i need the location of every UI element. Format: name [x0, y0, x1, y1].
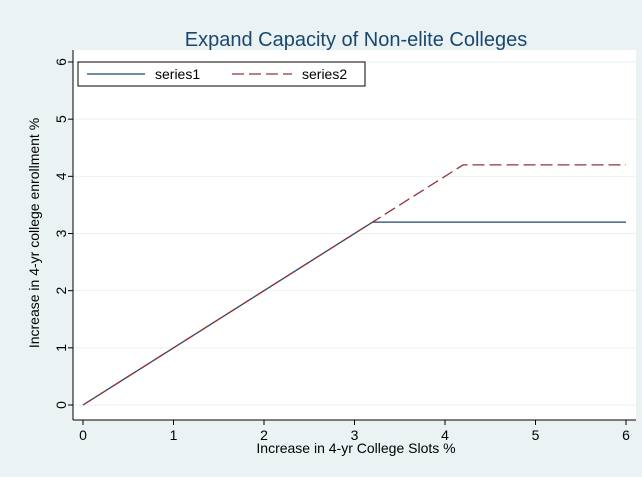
- y-tick-label: 4: [53, 172, 69, 180]
- y-tick-label: 6: [53, 58, 69, 66]
- x-tick-label: 2: [260, 427, 268, 443]
- legend: series1 series2: [77, 61, 366, 87]
- chart-title: Expand Capacity of Non-elite Colleges: [185, 29, 527, 51]
- legend-label: series1: [155, 66, 200, 82]
- y-tick-label: 5: [53, 115, 69, 123]
- x-tick-label: 0: [79, 427, 87, 443]
- y-axis-label: Increase in 4-yr college enrollment %: [26, 118, 42, 348]
- legend-label: series2: [302, 66, 347, 82]
- y-tick-label: 2: [53, 287, 69, 295]
- x-tick-label: 6: [622, 427, 630, 443]
- y-tick-label: 3: [53, 229, 69, 237]
- y-tick-label: 1: [53, 344, 69, 352]
- y-tick-label: 0: [53, 401, 69, 409]
- x-tick-label: 5: [532, 427, 540, 443]
- x-tick-label: 1: [170, 427, 178, 443]
- x-tick-label: 4: [441, 427, 449, 443]
- plot-area: [73, 50, 636, 420]
- series-layer: [82, 164, 626, 406]
- axes: 0 1 2 3 4 5 6 0 1 2 3 4 5 6: [53, 50, 636, 443]
- x-tick-label: 3: [351, 427, 359, 443]
- series-line-series2: [82, 164, 626, 406]
- x-axis-label: Increase in 4-yr College Slots %: [256, 440, 455, 456]
